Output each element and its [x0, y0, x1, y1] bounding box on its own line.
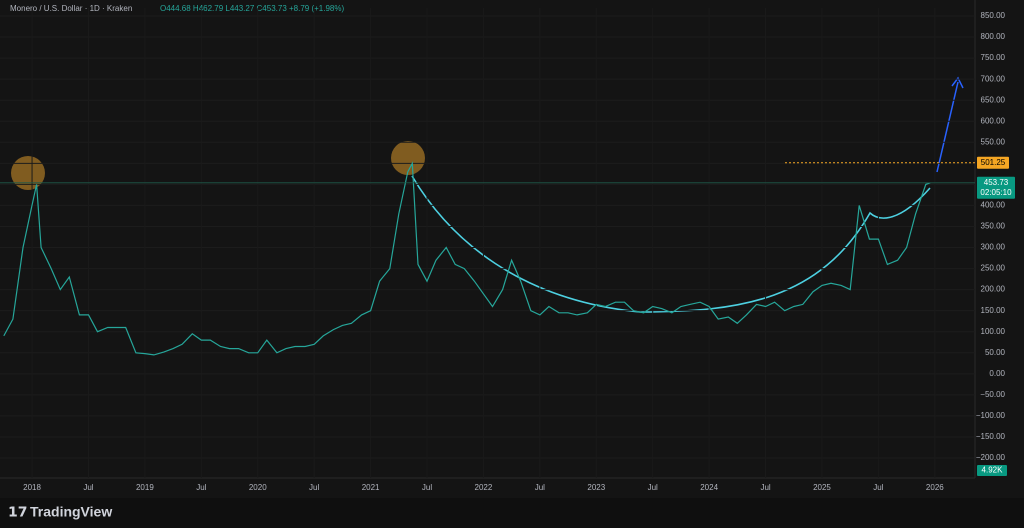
y-tick-label: −200.00 [976, 453, 1006, 462]
y-tick-label: 200.00 [981, 285, 1006, 294]
y-tick-label: 50.00 [985, 348, 1006, 357]
highlight-circle [11, 156, 45, 190]
arrow-head [951, 76, 964, 89]
y-tick-label: 150.00 [981, 306, 1006, 315]
x-tick-label: Jul [83, 483, 93, 492]
x-tick-label: Jul [196, 483, 206, 492]
y-tick-label: 850.00 [981, 11, 1006, 20]
y-tick-label: 350.00 [981, 222, 1006, 231]
y-tick-label: 250.00 [981, 264, 1006, 273]
x-tick-label: 2025 [813, 483, 831, 492]
x-tick-label: 2026 [926, 483, 944, 492]
level-tag [977, 156, 1009, 169]
y-tick-label: −150.00 [976, 432, 1006, 441]
x-tick-label: 2018 [23, 483, 41, 492]
x-tick-label: 2024 [700, 483, 718, 492]
countdown: 02:05:10 [980, 188, 1012, 197]
cup-curve [411, 175, 931, 313]
y-tick-label: 650.00 [981, 95, 1006, 104]
last-price-label: 453.73 [984, 178, 1009, 187]
y-tick-label: 400.00 [981, 201, 1006, 210]
y-tick-label: 300.00 [981, 243, 1006, 252]
y-tick-label: 0.00 [989, 369, 1005, 378]
x-tick-label: Jul [535, 483, 545, 492]
footer [0, 498, 1024, 528]
y-tick-label: 550.00 [981, 137, 1006, 146]
x-tick-label: 2019 [136, 483, 154, 492]
x-tick-label: 2021 [362, 483, 380, 492]
y-tick-label: 750.00 [981, 53, 1006, 62]
x-tick-label: 2020 [249, 483, 267, 492]
arrow-line [936, 81, 959, 173]
x-tick-label: Jul [873, 483, 883, 492]
x-tick-label: 2023 [587, 483, 605, 492]
volume-label: 4.92K [982, 466, 1004, 475]
level-label: 501.25 [981, 158, 1006, 167]
x-tick-label: Jul [648, 483, 658, 492]
y-tick-label: 700.00 [981, 74, 1006, 83]
brand: TradingView [30, 504, 112, 520]
y-tick-label: 800.00 [981, 32, 1006, 41]
brand-logo: 𝟭𝟳 [8, 504, 27, 520]
highlight-circle [391, 141, 425, 175]
y-tick-label: 600.00 [981, 116, 1006, 125]
last-price-tag [977, 176, 1015, 199]
y-tick-label: −100.00 [976, 411, 1006, 420]
y-tick-label: 100.00 [981, 327, 1006, 336]
x-tick-label: 2022 [475, 483, 493, 492]
y-tick-label: −50.00 [980, 390, 1005, 399]
x-tick-label: Jul [760, 483, 770, 492]
volume-tag [977, 465, 1007, 476]
ohlc: O444.68 H462.79 L443.27 C453.73 +8.79 (+… [160, 4, 344, 13]
symbol: Monero / U.S. Dollar · 1D · Kraken [10, 4, 132, 13]
x-tick-label: Jul [422, 483, 432, 492]
price-line [3, 161, 931, 356]
x-tick-label: Jul [309, 483, 319, 492]
